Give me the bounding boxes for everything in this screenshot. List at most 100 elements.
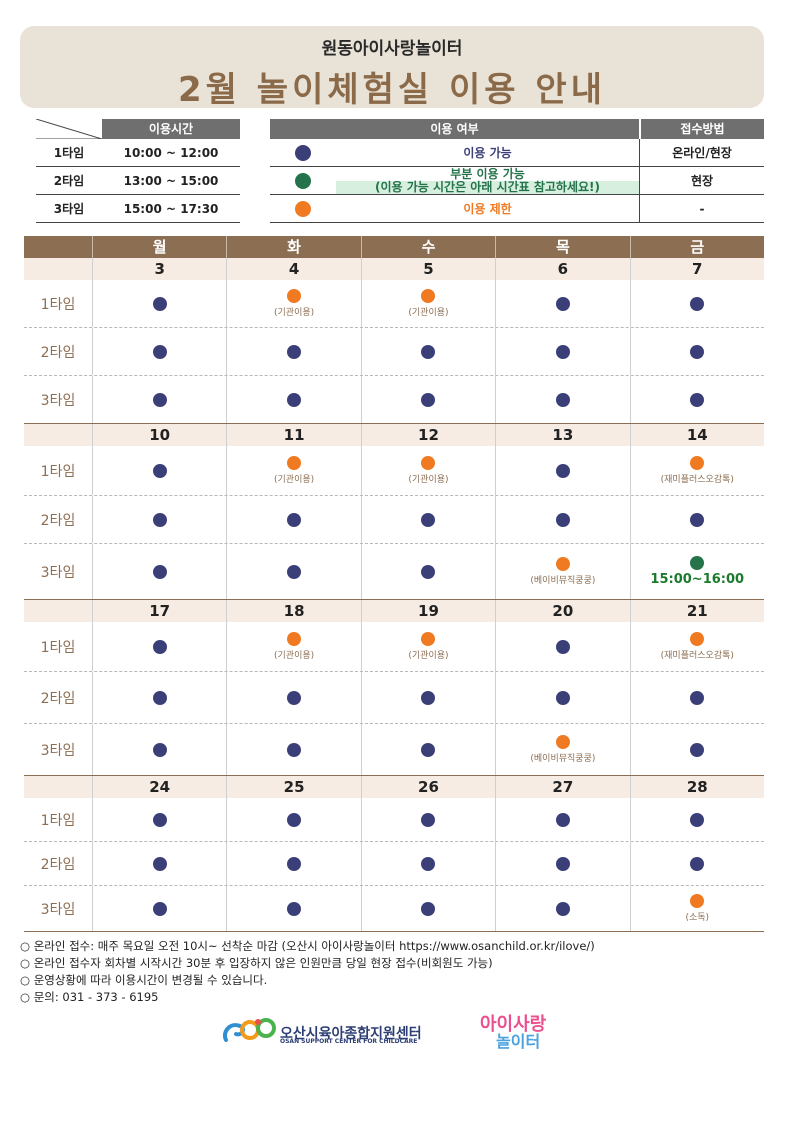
slot-note: (베이비뮤직쿵쿵): [530, 576, 596, 586]
slot-label: 1타임: [53, 146, 85, 160]
slot-label: 1타임: [40, 463, 76, 480]
slot-cell: [92, 280, 226, 327]
weekday-label: 금: [629, 236, 764, 258]
blue-dot-icon: [690, 512, 705, 527]
slot-row: 1타임 (기관이용) (기관이용) (재미플러스오감톡): [24, 446, 764, 496]
slot-row: 1타임 (기관이용) (기관이용) (재미플러스오감톡): [24, 622, 764, 672]
playground-logo-line1: 아이사랑: [480, 1014, 547, 1035]
blue-dot-icon: [421, 856, 436, 871]
slot-cell: [360, 496, 495, 543]
slot-cell: (기관이용): [226, 622, 360, 671]
date-row: 10 11 12 13 14: [24, 424, 764, 446]
center-name: 오산시육아종합지원센터: [280, 1026, 422, 1042]
date-label: 27: [495, 776, 629, 798]
slot-cell: [629, 280, 764, 327]
slot-cell: [226, 376, 360, 423]
legend-method: 현장: [639, 167, 764, 194]
slot-cell: (기관이용): [226, 280, 360, 327]
slot-cell: (기관이용): [226, 446, 360, 495]
slot-cell: [92, 496, 226, 543]
blue-dot-icon: [287, 856, 302, 871]
slot-cell: [495, 842, 629, 885]
date-label: 26: [360, 776, 495, 798]
blue-dot-icon: [421, 742, 436, 757]
blue-dot-icon: [421, 690, 436, 705]
blue-dot-icon: [555, 856, 570, 871]
orange-dot-icon: [555, 557, 570, 571]
slot-cell: [360, 724, 495, 775]
blue-dot-icon: [152, 392, 167, 407]
slot-cell: [92, 672, 226, 723]
orange-dot-icon: [555, 735, 570, 749]
playground-logo-line2: 놀이터: [496, 1032, 541, 1051]
slot-cell: [495, 886, 629, 931]
legend-row-restricted: 이용 제한 -: [270, 195, 764, 223]
slot-row: 2타임: [24, 328, 764, 376]
legend-row-partial: 부분 이용 가능 (이용 가능 시간은 아래 시간표 참고하세요!) 현장: [270, 167, 764, 195]
blue-dot-icon: [295, 144, 311, 161]
blue-dot-icon: [152, 512, 167, 527]
slot-note: (기관이용): [274, 475, 315, 485]
slot-row: 3타임 (소독): [24, 886, 764, 932]
blue-dot-icon: [690, 742, 705, 757]
date-row-blank: [24, 776, 92, 798]
blue-dot-icon: [421, 901, 436, 916]
slot-cell: [629, 496, 764, 543]
slot-note: (기관이용): [274, 651, 315, 661]
date-row-blank: [24, 424, 92, 446]
slot-cell: [226, 328, 360, 375]
blue-dot-icon: [152, 690, 167, 705]
slot-note: (기관이용): [274, 308, 315, 318]
slot-time: 10:00 ~ 12:00: [123, 146, 219, 160]
slot-cell: [495, 672, 629, 723]
date-label: 18: [226, 600, 360, 622]
time-table: 이용시간 1타임 10:00 ~ 12:00 2타임 13:00 ~ 15:00…: [36, 119, 240, 223]
blue-dot-icon: [287, 392, 302, 407]
blue-dot-icon: [287, 901, 302, 916]
legend-text: 부분 이용 가능: [450, 166, 525, 181]
slot-cell: (베이비뮤직쿵쿵): [495, 724, 629, 775]
blue-dot-icon: [287, 742, 302, 757]
legend-method: 온라인/현장: [639, 139, 764, 166]
blue-dot-icon: [421, 512, 436, 527]
slot-cell: (기관이용): [360, 280, 495, 327]
legend-subtext: (이용 가능 시간은 아래 시간표 참고하세요!): [336, 180, 639, 194]
slot-cell: [495, 496, 629, 543]
footer-note: ○ 온라인 접수: 매주 목요일 오전 10시~ 선착순 마감 (오산시 아이사…: [20, 939, 595, 953]
blue-dot-icon: [555, 690, 570, 705]
blue-dot-icon: [421, 392, 436, 407]
slot-cell: [629, 798, 764, 841]
footer-note: ○ 운영상황에 따라 이용시간이 변경될 수 있습니다.: [20, 973, 268, 987]
blue-dot-icon: [421, 564, 436, 579]
org-name: 원동아이사랑놀이터: [321, 39, 463, 59]
slot-cell: [495, 622, 629, 671]
blue-dot-icon: [152, 812, 167, 827]
legend-header-method: 접수방법: [639, 119, 764, 139]
blue-dot-icon: [287, 812, 302, 827]
blue-dot-icon: [690, 296, 705, 311]
orange-dot-icon: [690, 632, 705, 646]
blue-dot-icon: [152, 463, 167, 478]
slot-cell: [360, 672, 495, 723]
slot-cell: [92, 724, 226, 775]
blue-dot-icon: [421, 344, 436, 359]
slot-cell: (소독): [629, 886, 764, 931]
orange-dot-icon: [287, 632, 302, 646]
slot-note: (재미플러스오감톡): [660, 475, 734, 485]
time-table-header: 이용시간: [102, 119, 240, 139]
blue-dot-icon: [152, 742, 167, 757]
blue-dot-icon: [152, 856, 167, 871]
slot-cell: (재미플러스오감톡): [629, 446, 764, 495]
page-title: 2월 놀이체험실 이용 안내: [178, 70, 606, 110]
weekday-label: 수: [360, 236, 495, 258]
weekday-label: 월: [92, 236, 226, 258]
slot-cell: [495, 798, 629, 841]
date-label: 6: [495, 258, 629, 280]
blue-dot-icon: [287, 564, 302, 579]
blue-dot-icon: [555, 512, 570, 527]
slot-cell: (기관이용): [360, 446, 495, 495]
slot-note: (기관이용): [408, 651, 449, 661]
slot-cell: [360, 798, 495, 841]
orange-dot-icon: [421, 289, 436, 303]
